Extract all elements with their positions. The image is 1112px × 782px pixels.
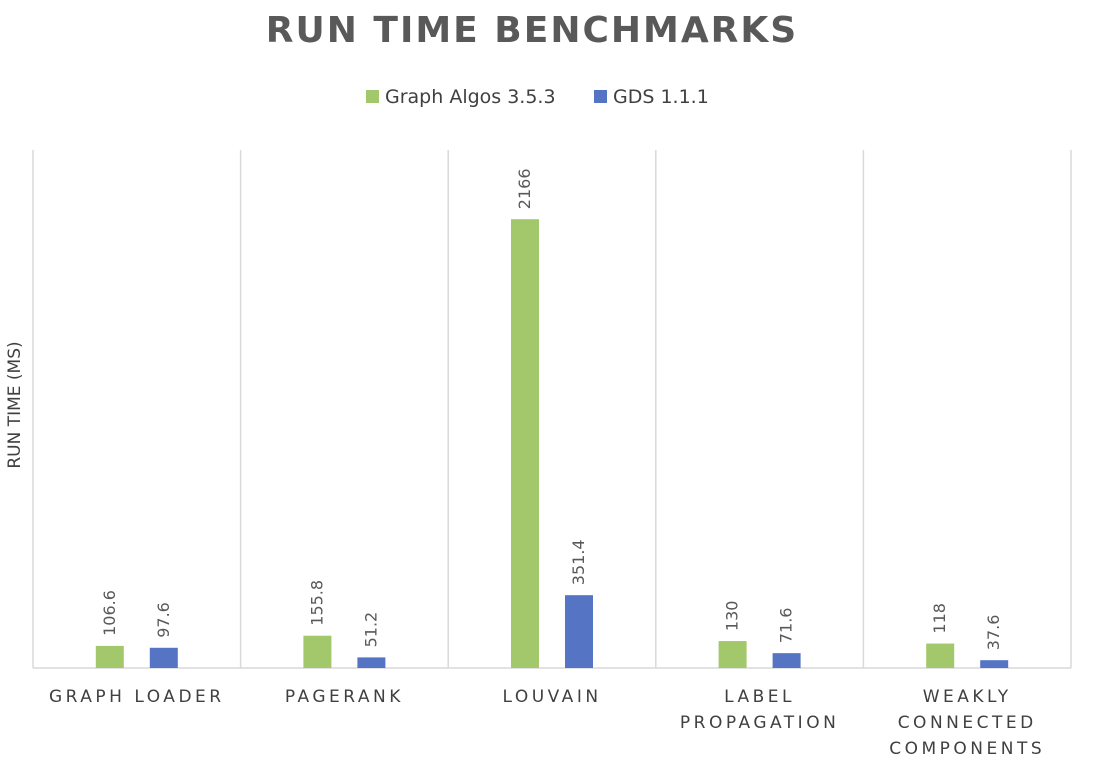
category-label-4: LABEL <box>724 687 795 707</box>
category-label-2: PAGERANK <box>285 687 404 707</box>
y-axis-label: RUN TIME (MS) <box>5 341 25 468</box>
data-label-series-1-cat-2: 155.8 <box>307 580 326 626</box>
category-label-5: CONNECTED <box>898 713 1037 733</box>
bar-series-1-cat-2 <box>303 635 332 668</box>
data-label-series-2-cat-3: 351.4 <box>569 539 588 585</box>
bar-series-2-cat-2 <box>357 657 386 668</box>
data-label-series-2-cat-5: 37.6 <box>984 615 1003 651</box>
legend-label-1: Graph Algos 3.5.3 <box>385 86 556 108</box>
chart-title: RUN TIME BENCHMARKS <box>266 10 798 51</box>
category-label-5: COMPONENTS <box>889 739 1045 759</box>
bars <box>95 219 1009 668</box>
data-label-series-1-cat-1: 106.6 <box>100 590 119 636</box>
category-label-1: GRAPH LOADER <box>49 687 225 707</box>
category-separators <box>32 150 1072 669</box>
bar-series-2-cat-4 <box>772 653 801 668</box>
legend-label-2: GDS 1.1.1 <box>613 86 709 108</box>
bar-series-1-cat-4 <box>718 641 747 668</box>
bar-series-2-cat-1 <box>149 647 178 668</box>
bar-series-1-cat-5 <box>926 643 955 668</box>
category-label-5: WEAKLY <box>923 687 1012 707</box>
bar-series-1-cat-3 <box>511 219 539 668</box>
data-label-series-2-cat-2: 51.2 <box>361 612 380 648</box>
data-label-series-1-cat-5: 118 <box>930 603 949 634</box>
legend: Graph Algos 3.5.3 GDS 1.1.1 <box>366 86 709 108</box>
legend-swatch-1 <box>366 90 379 103</box>
data-label-series-2-cat-1: 97.6 <box>154 602 173 638</box>
category-label-3: LOUVAIN <box>502 687 601 707</box>
category-labels: GRAPH LOADER PAGERANK LOUVAIN LABEL PROPAGAT… <box>49 687 1045 759</box>
legend-swatch-2 <box>594 90 607 103</box>
bar-series-1-cat-1 <box>95 645 124 668</box>
category-label-4: PROPAGATION <box>680 713 839 733</box>
bar-series-2-cat-5 <box>980 660 1009 668</box>
bar-series-2-cat-3 <box>565 595 593 668</box>
data-label-series-2-cat-4: 71.6 <box>777 608 796 644</box>
data-label-series-1-cat-3: 2166 <box>515 168 534 209</box>
data-label-series-1-cat-4: 130 <box>723 601 742 632</box>
data-labels: 106.6 97.6 155.8 51.2 2166 351.4 130 71.6 118 37.… <box>100 168 1003 650</box>
